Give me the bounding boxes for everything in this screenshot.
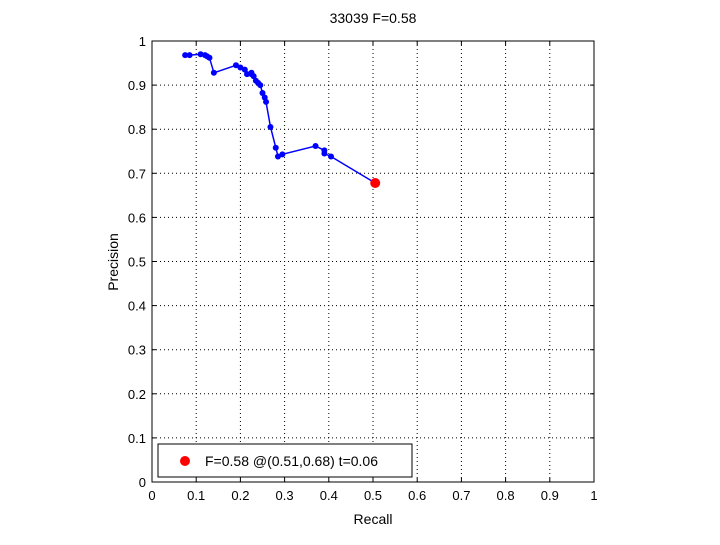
y-tick-label: 0.4 bbox=[128, 299, 146, 314]
y-axis-label: Precision bbox=[105, 233, 121, 291]
data-point bbox=[197, 51, 204, 58]
y-tick-label: 0.9 bbox=[128, 78, 146, 93]
x-tick-label: 0.1 bbox=[187, 488, 205, 503]
x-axis-label: Recall bbox=[354, 511, 393, 527]
x-tick-label: 0.2 bbox=[231, 488, 249, 503]
data-point bbox=[182, 52, 189, 59]
tick-labels: 0 0.1 0.2 0.3 0.4 0.5 0.6 0.7 0.8 0.9 1 0 0.1 0.2 0.3 0… bbox=[128, 34, 598, 503]
data-point bbox=[312, 142, 319, 149]
x-tick-label: 0.5 bbox=[364, 488, 382, 503]
data-point bbox=[237, 64, 244, 71]
legend-box bbox=[157, 443, 413, 478]
data-point bbox=[210, 69, 217, 76]
data-point bbox=[186, 52, 193, 59]
ticks bbox=[151, 40, 595, 483]
y-tick-label: 0 bbox=[139, 475, 146, 490]
best-f-point bbox=[370, 178, 381, 189]
y-tick-label: 1 bbox=[139, 34, 146, 49]
data-point bbox=[241, 66, 248, 73]
x-tick-label: 0.9 bbox=[541, 488, 559, 503]
data-point bbox=[321, 147, 328, 154]
y-tick-label: 0.5 bbox=[128, 255, 146, 270]
chart-title: 33039 F=0.58 bbox=[330, 10, 417, 26]
legend-marker bbox=[180, 456, 190, 466]
y-tick-label: 0.2 bbox=[128, 387, 146, 402]
y-tick-label: 0.7 bbox=[128, 166, 146, 181]
series-layer bbox=[182, 51, 381, 189]
x-tick-label: 0.3 bbox=[276, 488, 294, 503]
data-point bbox=[272, 144, 279, 151]
data-point bbox=[267, 123, 274, 130]
x-tick-label: 0.6 bbox=[408, 488, 426, 503]
data-point bbox=[232, 62, 239, 69]
y-tick-label: 0.6 bbox=[128, 210, 146, 225]
data-point bbox=[328, 153, 335, 160]
y-tick-label: 0.1 bbox=[128, 431, 146, 446]
data-point bbox=[274, 153, 281, 160]
x-tick-label: 1 bbox=[590, 488, 597, 503]
x-tick-label: 0.8 bbox=[497, 488, 515, 503]
data-point bbox=[259, 90, 266, 97]
x-tick-label: 0.4 bbox=[320, 488, 338, 503]
x-tick-label: 0.7 bbox=[452, 488, 470, 503]
legend-text: F=0.58 @(0.51,0.68) t=0.06 bbox=[205, 453, 378, 469]
y-tick-label: 0.3 bbox=[128, 343, 146, 358]
grid bbox=[152, 41, 594, 482]
x-tick-label: 0 bbox=[148, 488, 155, 503]
legend: F=0.58 @(0.51,0.68) t=0.06 bbox=[157, 443, 413, 478]
y-tick-label: 0.8 bbox=[128, 122, 146, 137]
data-point bbox=[279, 151, 286, 158]
